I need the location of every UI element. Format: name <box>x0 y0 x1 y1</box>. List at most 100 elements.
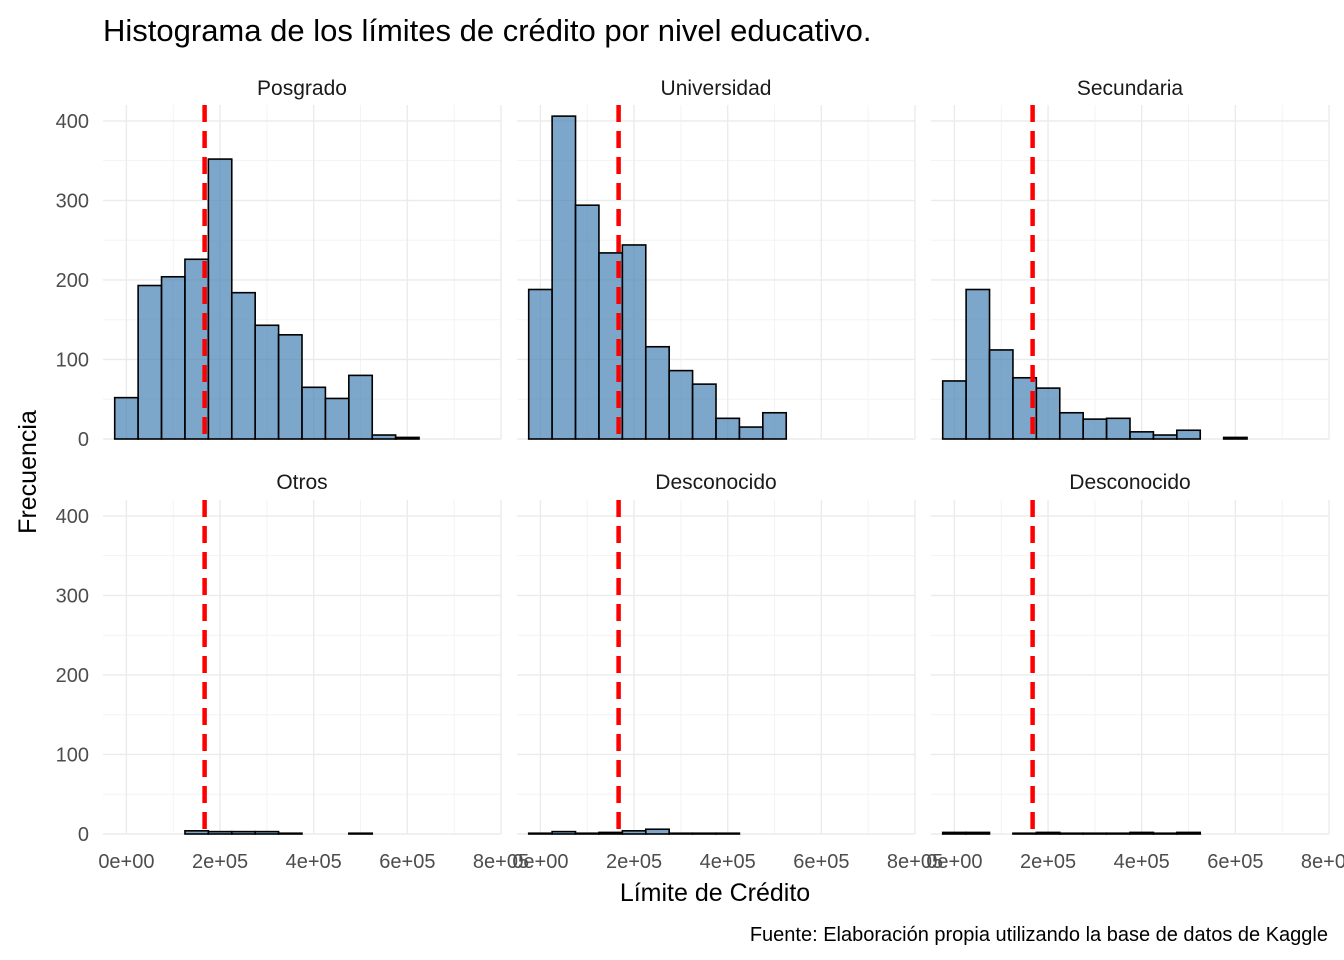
x-tick-label: 6e+05 <box>379 851 435 873</box>
histogram-bar: 11 <box>1176 429 1202 440</box>
histogram-bar: 2 <box>1129 831 1155 835</box>
histogram-bar: 33 <box>1058 411 1084 440</box>
x-tick-label: 0e+00 <box>98 851 154 873</box>
histogram-bar: 25 <box>1082 418 1108 440</box>
histogram-bar: 2 <box>394 436 420 440</box>
histogram-bar: 2 <box>1035 831 1061 835</box>
histogram-bar: 188 <box>965 288 991 440</box>
x-tick-label: 2e+05 <box>1020 851 1076 873</box>
x-tick-label: 2e+05 <box>606 851 662 873</box>
y-tick-label: 400 <box>56 111 89 133</box>
histogram-bar: 143 <box>254 324 280 440</box>
y-tick-label: 300 <box>56 585 89 607</box>
facet-panels: Posgrado52193204226352184143131655180520… <box>56 77 1344 873</box>
x-tick-label: 4e+05 <box>700 851 756 873</box>
facet-strip-label: Otros <box>276 471 327 494</box>
histogram-bar: 4 <box>621 830 647 835</box>
y-axis-title: Frecuencia <box>14 410 42 534</box>
y-tick-label: 0 <box>78 429 89 451</box>
histogram-bar: 15 <box>738 426 764 440</box>
facet-panel: Secundaria731881127764332526951102000 <box>931 77 1330 440</box>
x-axis-title: Límite de Crédito <box>620 879 810 907</box>
histogram-bar: 3 <box>207 830 233 835</box>
x-tick-label: 8e+05 <box>1301 851 1344 873</box>
histogram-bar: 2 <box>941 831 967 835</box>
histogram-bar: 112 <box>988 349 1014 440</box>
histogram-bar: 1 <box>277 832 303 835</box>
facet-strip-label: Desconocido <box>1069 471 1190 494</box>
histogram-bar: 4 <box>184 830 210 835</box>
histogram-bar: 1 <box>1058 832 1084 835</box>
histogram-bar: 26 <box>715 417 741 440</box>
histogram-bar: 64 <box>1035 387 1061 440</box>
histogram-bar: 73 <box>941 380 967 440</box>
histogram-bar: 9 <box>1129 431 1155 440</box>
histogram-bar: 5 <box>371 434 397 440</box>
histogram-bar: 2 <box>965 831 991 835</box>
x-tick-label: 8e+05 <box>887 851 943 873</box>
facet-panel: Otros000433310010000001002003004000e+00 2… <box>56 471 529 873</box>
histogram-bar: 1 <box>527 832 553 835</box>
histogram-bar: 3 <box>254 830 280 835</box>
x-tick-label: 4e+05 <box>286 851 342 873</box>
histogram-bar: 65 <box>301 386 327 440</box>
histogram-bar: 1 <box>1082 832 1108 835</box>
y-tick-label: 200 <box>56 665 89 687</box>
histogram-bar: 131 <box>277 334 303 440</box>
histogram-bar: 51 <box>324 397 350 440</box>
y-tick-label: 200 <box>56 270 89 292</box>
histogram-bar: 406 <box>551 115 577 440</box>
chart-caption: Fuente: Elaboración propia utilizando la… <box>750 924 1328 946</box>
x-tick-label: 6e+05 <box>1207 851 1263 873</box>
histogram-bar: 3 <box>230 830 256 835</box>
y-tick-label: 300 <box>56 190 89 212</box>
x-tick-label: 6e+05 <box>793 851 849 873</box>
histogram-bar: 2 <box>1222 436 1248 440</box>
chart-title: Histograma de los límites de crédito por… <box>103 13 871 48</box>
histogram-bar: 3 <box>551 830 577 835</box>
facet-panel: Universidad18840629423424411686692615330… <box>517 77 916 440</box>
histogram-bar: 244 <box>621 244 647 440</box>
histogram-bar: 1 <box>574 832 600 835</box>
histogram-bar: 1 <box>1012 832 1038 835</box>
histogram-bar: 5 <box>1152 434 1178 440</box>
x-tick-label: 4e+05 <box>1114 851 1170 873</box>
histogram-bar: 188 <box>527 288 553 440</box>
histogram-bar: 1 <box>691 832 717 835</box>
facet-panel: Desconocido13124611100000000e+00 2e+05 4e+… <box>512 471 943 873</box>
histogram-bar: 1 <box>348 832 374 835</box>
y-tick-label: 100 <box>56 349 89 371</box>
histogram-bar: 1 <box>1152 832 1178 835</box>
x-tick-label: 2e+05 <box>192 851 248 873</box>
y-tick-label: 0 <box>78 824 89 846</box>
histogram-bar: 204 <box>160 275 186 440</box>
histogram-bar: 6 <box>644 828 670 835</box>
facet-strip-label: Desconocido <box>655 471 776 494</box>
histogram-bar: 2 <box>598 831 624 835</box>
facet-panel: Desconocido22012111212000000e+00 2e+05 4e+… <box>926 471 1344 873</box>
histogram-bar: 1 <box>715 832 741 835</box>
histogram-bar: 1 <box>1105 832 1131 835</box>
facet-strip-label: Secundaria <box>1077 77 1184 100</box>
facet-strip-label: Posgrado <box>257 77 347 100</box>
histogram-bar: 33 <box>762 411 788 440</box>
facet-strip-label: Universidad <box>661 77 772 100</box>
x-tick-label: 0e+00 <box>512 851 568 873</box>
histogram-bar: 193 <box>137 284 163 440</box>
x-tick-label: 8e+05 <box>473 851 529 873</box>
histogram-bar: 26 <box>1105 417 1131 440</box>
histogram-bar: 52 <box>113 396 139 440</box>
facet-panel: Posgrado52193204226352184143131655180520… <box>56 77 502 451</box>
histogram-bar: 294 <box>574 204 600 440</box>
histogram-bar: 2 <box>1176 831 1202 835</box>
histogram-bar: 80 <box>348 374 374 440</box>
histogram-bar: 352 <box>207 158 233 440</box>
histogram-bar: 69 <box>691 383 717 440</box>
y-tick-label: 100 <box>56 744 89 766</box>
x-tick-label: 0e+00 <box>926 851 982 873</box>
y-tick-label: 400 <box>56 506 89 528</box>
histogram-bar: 86 <box>668 369 694 440</box>
histogram-bar: 184 <box>230 291 256 440</box>
histogram-bar: 116 <box>644 345 670 440</box>
